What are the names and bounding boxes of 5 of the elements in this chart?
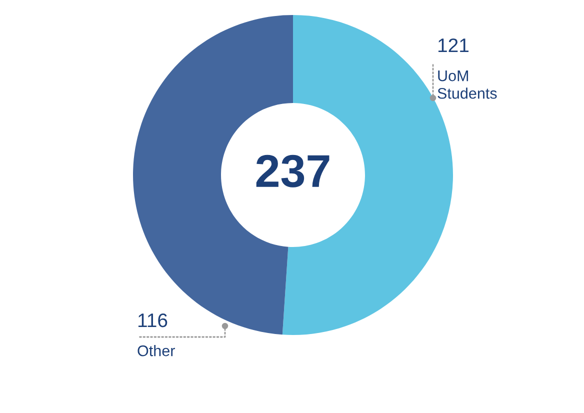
- data-label: 116: [138, 313, 168, 328]
- data-label: 121: [438, 38, 468, 52]
- slice-label: UoM Students: [438, 70, 497, 99]
- slice-label: Other: [138, 345, 175, 356]
- text: 237: [256, 154, 330, 188]
